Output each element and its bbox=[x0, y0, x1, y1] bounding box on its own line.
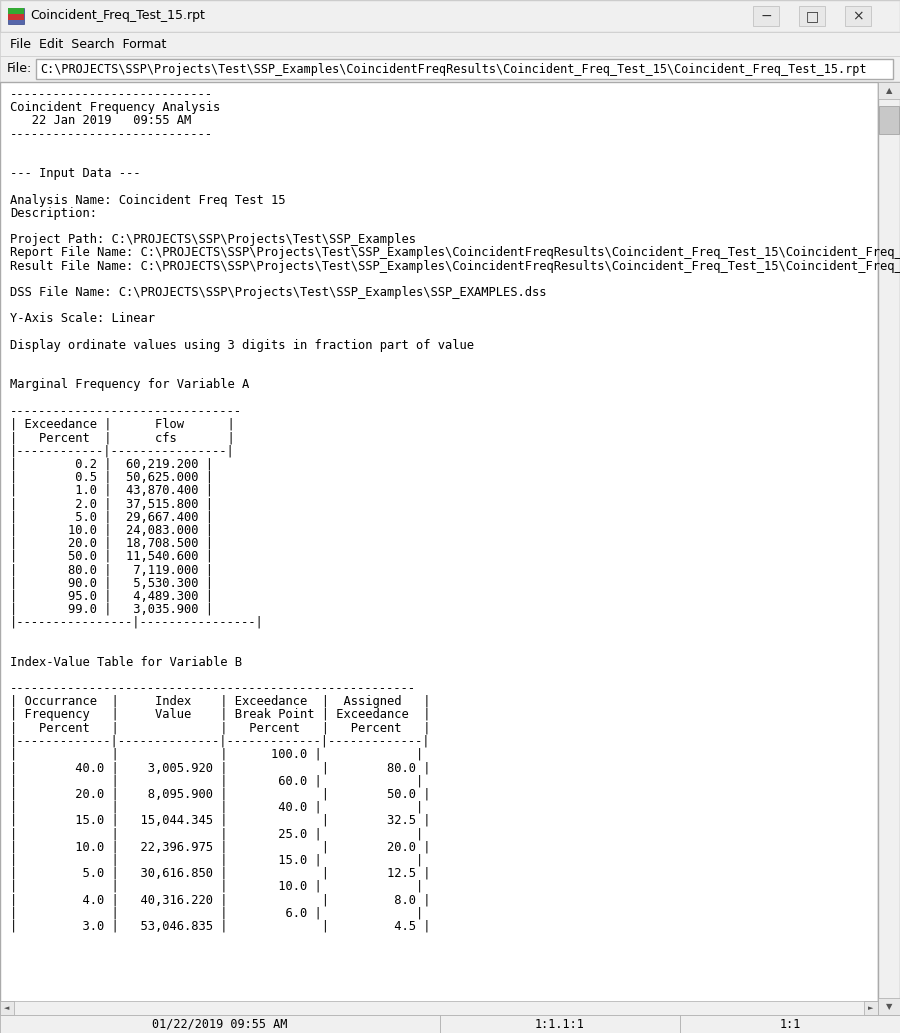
Text: |        20.0 |    8,095.900 |             |        50.0 |: | 20.0 | 8,095.900 | | 50.0 | bbox=[10, 787, 430, 801]
Bar bbox=[8, 14, 24, 20]
Text: Project Path: C:\PROJECTS\SSP\Projects\Test\SSP_Examples: Project Path: C:\PROJECTS\SSP\Projects\T… bbox=[10, 233, 416, 246]
Text: | Frequency   |     Value    | Break Point | Exceedance  |: | Frequency | Value | Break Point | Exce… bbox=[10, 709, 430, 721]
Text: |        15.0 |   15,044.345 |             |        32.5 |: | 15.0 | 15,044.345 | | 32.5 | bbox=[10, 814, 430, 827]
Text: |        40.0 |    3,005.920 |             |        80.0 |: | 40.0 | 3,005.920 | | 80.0 | bbox=[10, 761, 430, 774]
Text: C:\PROJECTS\SSP\Projects\Test\SSP_Examples\CoincidentFreqResults\Coincident_Freq: C:\PROJECTS\SSP\Projects\Test\SSP_Exampl… bbox=[40, 63, 867, 75]
Text: 22 Jan 2019   09:55 AM: 22 Jan 2019 09:55 AM bbox=[10, 115, 191, 127]
Text: 01/22/2019 09:55 AM: 01/22/2019 09:55 AM bbox=[152, 1018, 288, 1031]
Bar bbox=[753, 6, 779, 26]
Bar bbox=[799, 6, 825, 26]
Bar bbox=[845, 6, 871, 26]
Bar bbox=[680, 1015, 900, 1033]
Text: |        2.0 |  37,515.800 |: | 2.0 | 37,515.800 | bbox=[10, 497, 213, 510]
Text: |             |              |       15.0 |             |: | | | 15.0 | | bbox=[10, 853, 423, 867]
Bar bbox=[0, 1001, 878, 1015]
Text: ▼: ▼ bbox=[886, 1002, 892, 1011]
Bar bbox=[8, 8, 24, 14]
Text: ----------------------------: ---------------------------- bbox=[10, 88, 213, 101]
Bar bbox=[0, 1015, 440, 1033]
Bar bbox=[36, 59, 893, 79]
Text: Display ordinate values using 3 digits in fraction part of value: Display ordinate values using 3 digits i… bbox=[10, 339, 474, 352]
Text: |             |              |       10.0 |             |: | | | 10.0 | | bbox=[10, 880, 423, 893]
Bar bbox=[0, 1001, 14, 1015]
Text: 1:1: 1:1 bbox=[779, 1018, 801, 1031]
Bar bbox=[878, 82, 900, 99]
Text: File:: File: bbox=[7, 63, 32, 75]
Text: |       50.0 |  11,540.600 |: | 50.0 | 11,540.600 | bbox=[10, 550, 213, 563]
Text: □: □ bbox=[806, 9, 819, 23]
Text: Coincident Frequency Analysis: Coincident Frequency Analysis bbox=[10, 101, 220, 115]
Text: |       10.0 |  24,083.000 |: | 10.0 | 24,083.000 | bbox=[10, 524, 213, 536]
Bar bbox=[878, 82, 900, 1015]
Text: |         3.0 |   53,046.835 |             |         4.5 |: | 3.0 | 53,046.835 | | 4.5 | bbox=[10, 919, 430, 933]
Bar bbox=[8, 8, 24, 24]
Text: |        10.0 |   22,396.975 |             |        20.0 |: | 10.0 | 22,396.975 | | 20.0 | bbox=[10, 841, 430, 853]
Text: DSS File Name: C:\PROJECTS\SSP\Projects\Test\SSP_Examples\SSP_EXAMPLES.dss: DSS File Name: C:\PROJECTS\SSP\Projects\… bbox=[10, 286, 546, 299]
Bar bbox=[0, 0, 900, 32]
Text: ◄: ◄ bbox=[4, 1005, 10, 1011]
Bar bbox=[879, 106, 899, 134]
Bar bbox=[864, 1001, 878, 1015]
Text: Y-Axis Scale: Linear: Y-Axis Scale: Linear bbox=[10, 312, 155, 325]
Text: Description:: Description: bbox=[10, 207, 97, 220]
Text: |-------------|--------------|-------------|-------------|: |-------------|--------------|----------… bbox=[10, 734, 430, 748]
Text: ×: × bbox=[852, 9, 864, 23]
Text: |        5.0 |  29,667.400 |: | 5.0 | 29,667.400 | bbox=[10, 510, 213, 524]
Bar bbox=[0, 32, 900, 56]
Text: Analysis Name: Coincident Freq Test 15: Analysis Name: Coincident Freq Test 15 bbox=[10, 193, 285, 207]
Text: |         4.0 |   40,316.220 |             |         8.0 |: | 4.0 | 40,316.220 | | 8.0 | bbox=[10, 894, 430, 906]
Text: |             |              |       40.0 |             |: | | | 40.0 | | bbox=[10, 801, 423, 814]
Text: |       99.0 |   3,035.900 |: | 99.0 | 3,035.900 | bbox=[10, 603, 213, 616]
Text: --------------------------------------------------------: ----------------------------------------… bbox=[10, 682, 416, 695]
Text: |         5.0 |   30,616.850 |             |        12.5 |: | 5.0 | 30,616.850 | | 12.5 | bbox=[10, 867, 430, 880]
Text: | Occurrance  |     Index    | Exceedance  |  Assigned   |: | Occurrance | Index | Exceedance | Assi… bbox=[10, 695, 430, 709]
Text: ►: ► bbox=[868, 1005, 874, 1011]
Text: ▲: ▲ bbox=[886, 86, 892, 95]
Text: |       20.0 |  18,708.500 |: | 20.0 | 18,708.500 | bbox=[10, 537, 213, 550]
Text: |        1.0 |  43,870.400 |: | 1.0 | 43,870.400 | bbox=[10, 484, 213, 497]
Text: |       95.0 |   4,489.300 |: | 95.0 | 4,489.300 | bbox=[10, 590, 213, 602]
Text: | Exceedance |      Flow      |: | Exceedance | Flow | bbox=[10, 418, 235, 431]
Text: Result File Name: C:\PROJECTS\SSP\Projects\Test\SSP_Examples\CoincidentFreqResul: Result File Name: C:\PROJECTS\SSP\Projec… bbox=[10, 259, 900, 273]
Bar bbox=[440, 1015, 680, 1033]
Text: Index-Value Table for Variable B: Index-Value Table for Variable B bbox=[10, 656, 242, 668]
Text: ----------------------------: ---------------------------- bbox=[10, 128, 213, 140]
Text: Report File Name: C:\PROJECTS\SSP\Projects\Test\SSP_Examples\CoincidentFreqResul: Report File Name: C:\PROJECTS\SSP\Projec… bbox=[10, 247, 900, 259]
Text: Marginal Frequency for Variable A: Marginal Frequency for Variable A bbox=[10, 378, 249, 392]
Text: |       90.0 |   5,530.300 |: | 90.0 | 5,530.300 | bbox=[10, 576, 213, 590]
Text: |             |              |      100.0 |             |: | | | 100.0 | | bbox=[10, 748, 423, 761]
Text: --- Input Data ---: --- Input Data --- bbox=[10, 167, 140, 180]
Text: |        0.5 |  50,625.000 |: | 0.5 | 50,625.000 | bbox=[10, 471, 213, 483]
Text: −: − bbox=[760, 9, 772, 23]
Text: |------------|----------------|: |------------|----------------| bbox=[10, 444, 235, 458]
Text: |             |              |       60.0 |             |: | | | 60.0 | | bbox=[10, 775, 423, 787]
Bar bbox=[878, 998, 900, 1015]
Text: --------------------------------: -------------------------------- bbox=[10, 405, 242, 417]
Text: File  Edit  Search  Format: File Edit Search Format bbox=[10, 37, 166, 51]
Bar bbox=[0, 1015, 900, 1033]
Text: |             |              |       25.0 |             |: | | | 25.0 | | bbox=[10, 827, 423, 840]
Text: |----------------|----------------|: |----------------|----------------| bbox=[10, 616, 264, 629]
Text: |   Percent  |      cfs       |: | Percent | cfs | bbox=[10, 431, 235, 444]
Text: |        0.2 |  60,219.200 |: | 0.2 | 60,219.200 | bbox=[10, 458, 213, 471]
Text: |             |              |        6.0 |             |: | | | 6.0 | | bbox=[10, 906, 423, 919]
Text: Coincident_Freq_Test_15.rpt: Coincident_Freq_Test_15.rpt bbox=[30, 9, 205, 23]
Text: 1:1.1:1: 1:1.1:1 bbox=[536, 1018, 585, 1031]
Text: |       80.0 |   7,119.000 |: | 80.0 | 7,119.000 | bbox=[10, 563, 213, 576]
Bar bbox=[0, 56, 900, 82]
Text: |   Percent   |              |   Percent   |   Percent   |: | Percent | | Percent | Percent | bbox=[10, 722, 430, 734]
